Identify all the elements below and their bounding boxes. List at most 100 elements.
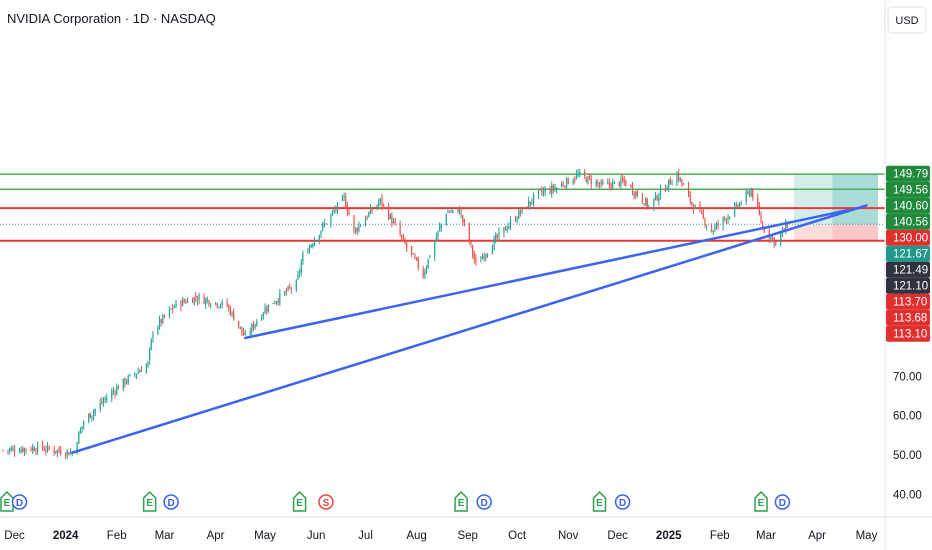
candle	[379, 197, 381, 206]
price-badge: 113.68	[886, 309, 930, 326]
candle	[33, 445, 35, 452]
candle-body	[277, 301, 279, 303]
candle	[475, 254, 477, 266]
candle-body	[621, 177, 624, 181]
candle	[472, 244, 474, 259]
candle	[668, 179, 670, 192]
candle	[10, 445, 12, 452]
price-badge: 113.70	[886, 293, 930, 310]
candle-body	[773, 237, 775, 245]
candle-body	[219, 305, 222, 307]
candle-body	[392, 221, 395, 223]
candle-body	[150, 338, 152, 350]
candle-body	[678, 172, 680, 181]
candle-body	[417, 259, 419, 268]
candle-body	[295, 280, 297, 291]
candle-body	[567, 178, 569, 185]
candle-body	[383, 204, 385, 206]
candle-body	[229, 307, 232, 315]
earnings-event-icon: E	[754, 490, 768, 512]
candle	[565, 177, 568, 189]
candle	[267, 304, 269, 313]
candle	[391, 212, 393, 228]
candle	[239, 326, 241, 330]
candle-body	[483, 256, 485, 259]
candle	[117, 385, 119, 390]
candle	[595, 179, 597, 188]
candle	[348, 208, 350, 216]
candle-body	[348, 211, 350, 215]
candle	[607, 178, 609, 185]
currency-button-label[interactable]: USD	[895, 15, 918, 27]
candle	[643, 203, 645, 206]
candle	[704, 217, 706, 228]
candle-body	[468, 223, 470, 243]
candle	[139, 368, 141, 373]
candle-body	[322, 223, 324, 230]
candle	[358, 221, 360, 233]
candle-body	[318, 235, 320, 242]
time-axis[interactable]: Dec 2024 Feb Mar Apr May Jun Jul Aug Sep Oct Nov Dec…	[4, 530, 877, 542]
trendlines[interactable]	[70, 204, 868, 455]
candle-body	[607, 182, 609, 184]
time-tick-label: Dec	[607, 530, 628, 542]
candle-body	[618, 181, 620, 186]
trendline-1[interactable]	[70, 204, 868, 455]
candle-body	[669, 180, 671, 185]
candle	[701, 210, 703, 215]
candle-body	[542, 190, 545, 194]
earnings-marker	[142, 490, 157, 512]
candle-body	[275, 301, 278, 304]
candle-body	[641, 194, 643, 203]
price-badge-bg	[886, 213, 930, 230]
candle-body	[160, 319, 162, 323]
candle	[427, 258, 429, 270]
candle-body	[46, 445, 49, 450]
candle	[233, 308, 235, 321]
candle-body	[111, 391, 113, 399]
trendline-0[interactable]	[243, 208, 850, 340]
candle	[493, 235, 495, 251]
candle-body	[687, 184, 690, 194]
currency-button-frame[interactable]	[887, 6, 927, 34]
candle-body	[448, 211, 451, 213]
candle	[636, 189, 639, 198]
candle-body	[786, 223, 788, 228]
candle-body	[394, 221, 396, 224]
candle	[284, 290, 286, 297]
candle-body	[498, 231, 500, 238]
candle-body	[355, 228, 357, 232]
candle	[495, 232, 497, 244]
candle	[277, 297, 279, 306]
candle-body	[104, 398, 106, 400]
candle	[56, 449, 58, 458]
profit-zone-filled	[832, 173, 878, 225]
candle-body	[170, 308, 172, 310]
dividend-marker	[163, 494, 179, 510]
candle-body	[659, 188, 662, 197]
candle	[312, 242, 314, 249]
currency-button[interactable]: USD	[887, 6, 927, 34]
candle	[551, 181, 553, 198]
candle-body	[330, 214, 332, 224]
candle	[35, 448, 37, 455]
candle	[691, 201, 693, 207]
candle	[399, 220, 401, 237]
candle	[206, 296, 208, 304]
candle-body	[244, 333, 246, 335]
candle	[170, 308, 172, 310]
candle	[150, 338, 152, 351]
candle-body	[427, 258, 429, 269]
candle-body	[689, 192, 691, 202]
candle-body	[561, 183, 563, 188]
candle	[498, 227, 500, 241]
time-tick-label: Jul	[358, 530, 373, 542]
candle-body	[163, 314, 166, 317]
candle-body	[379, 198, 381, 202]
candle-body	[439, 226, 441, 230]
candle	[600, 178, 602, 188]
candle-body	[335, 209, 337, 211]
candle-body	[299, 271, 301, 274]
candle-body	[495, 235, 497, 239]
